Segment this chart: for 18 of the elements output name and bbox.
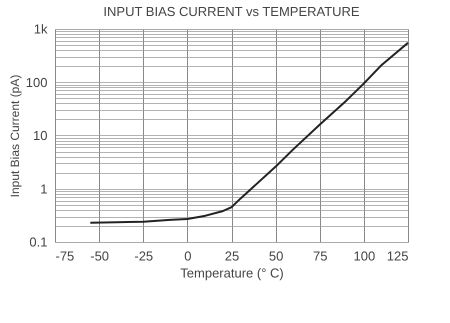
chart-title: INPUT BIAS CURRENT vs TEMPERATURE — [103, 4, 360, 19]
x-tick-label: -75 — [56, 248, 74, 264]
x-tick-label: 125 — [386, 248, 408, 264]
x-tick-label: 25 — [224, 248, 240, 264]
x-axis-title: Temperature (° C) — [180, 266, 284, 280]
y-axis-title: Input Bias Current (pA) — [8, 74, 22, 198]
x-tick-label: 50 — [268, 248, 284, 264]
x-tick-label: -50 — [90, 248, 110, 264]
y-tick-label: 1 — [40, 181, 48, 196]
x-tick-label: 0 — [184, 248, 192, 264]
y-tick-label: 100 — [26, 74, 48, 90]
y-tick-label: 0.1 — [29, 234, 48, 250]
y-tick-label: 10 — [33, 128, 48, 143]
line-series — [89, 42, 409, 224]
x-tick-label: -25 — [134, 248, 154, 264]
x-tick-label: 100 — [354, 248, 376, 264]
y-tick-label: 1k — [34, 22, 48, 36]
x-tick-label: 75 — [313, 248, 328, 264]
